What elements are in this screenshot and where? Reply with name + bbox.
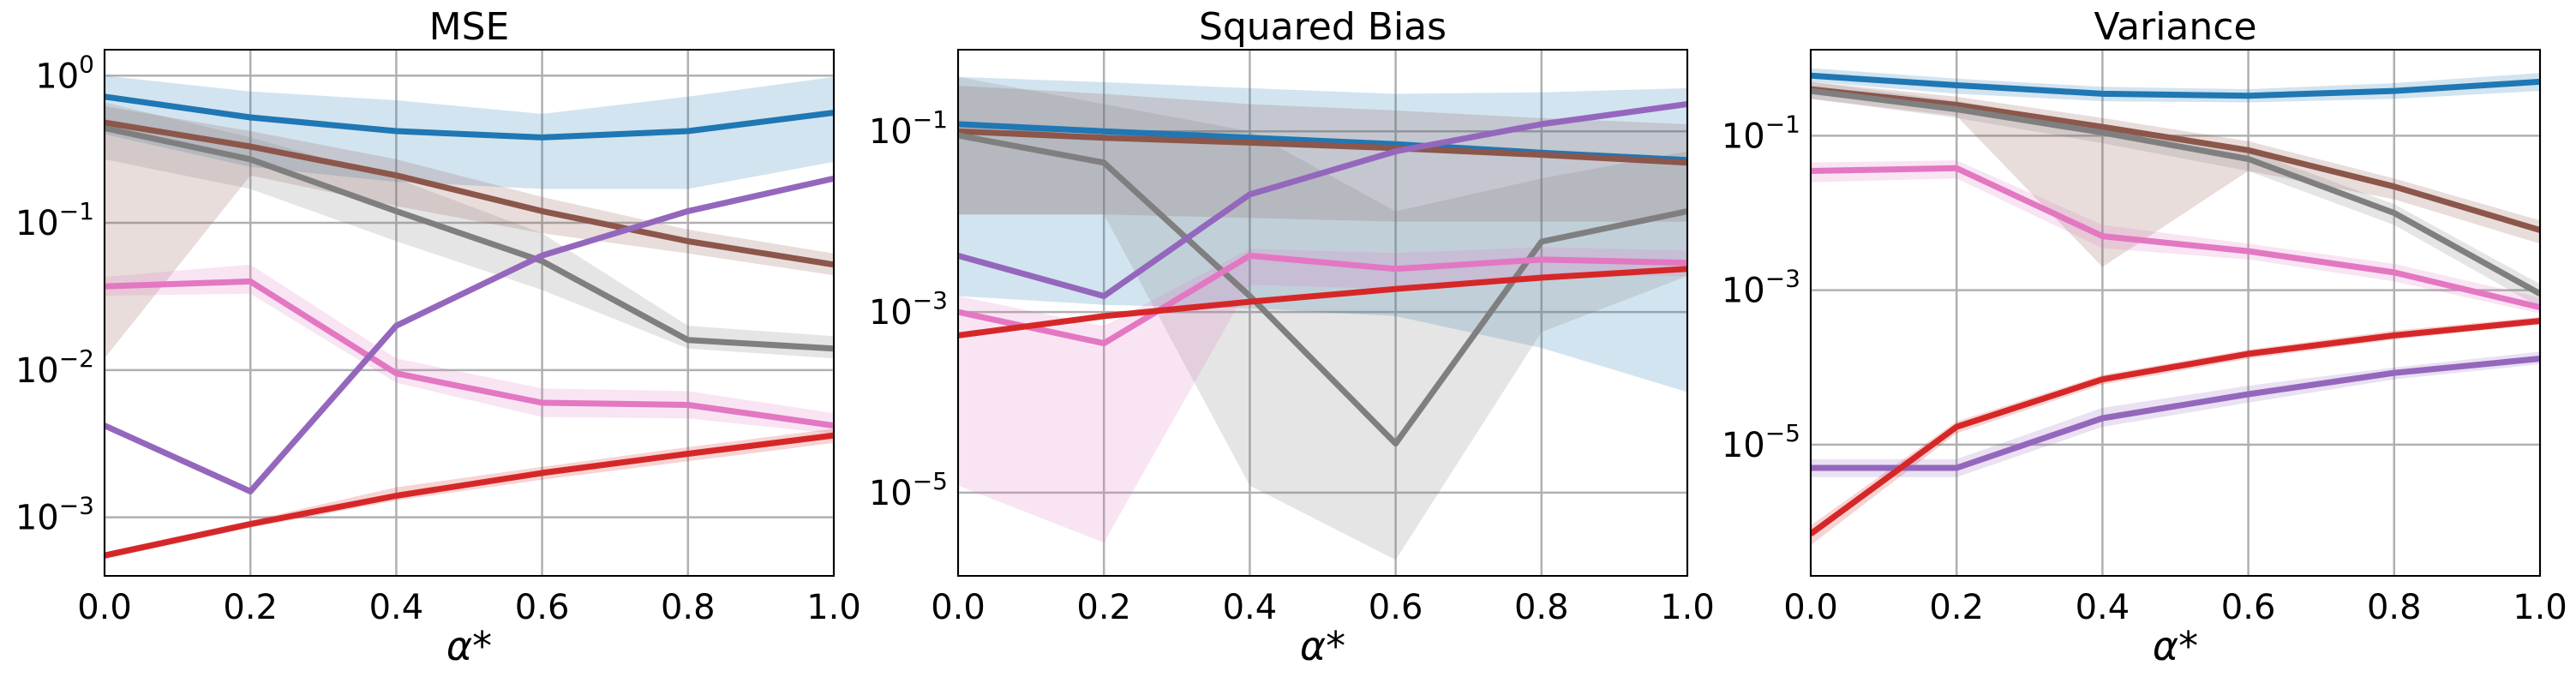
x-tick-label: 0.2 [1929, 588, 1984, 627]
series-line-3 [958, 132, 1687, 447]
axes-frame [957, 49, 1688, 577]
y-tick-label: 10−5 [1722, 419, 1800, 465]
series-line-5 [958, 101, 1687, 299]
x-tick-label: 0.6 [2221, 588, 2276, 627]
series-line-6 [958, 266, 1687, 338]
plot-area [958, 76, 1687, 560]
y-tick-label: 10−3 [869, 286, 948, 333]
x-tick-label: 0.4 [1223, 588, 1278, 627]
x-tick-label: 0.4 [2076, 588, 2130, 627]
x-axis-label: α* [2153, 623, 2198, 669]
panel-title: Squared Bias [1199, 5, 1447, 49]
series-band-6 [1811, 316, 2540, 546]
panel-title: MSE [429, 5, 510, 49]
x-tick-label: 0.2 [223, 588, 278, 627]
series-line-5 [105, 175, 834, 494]
x-tick-label: 0.6 [515, 588, 570, 627]
series-line-4 [958, 252, 1687, 347]
y-tick-label: 10−3 [15, 492, 94, 538]
series-band-2 [958, 86, 1687, 222]
series-band-3 [1811, 81, 2540, 308]
x-tick-label: 0.8 [2367, 588, 2422, 627]
plot-area [1811, 68, 2540, 546]
series-line-1 [1811, 72, 2540, 99]
y-tick-label: 10−3 [1722, 265, 1800, 311]
x-tick-label: 1.0 [2513, 588, 2567, 627]
panel-3: 0.0 0.2 0.4 0.6 0.8 1.0 10−1 10−3 10−5 Variance α* [1722, 5, 2567, 669]
x-tick-label: 1.0 [1660, 588, 1715, 627]
x-axis-label: α* [446, 623, 492, 669]
series-line-3 [105, 125, 834, 352]
series-line-2 [958, 128, 1687, 166]
y-tick-label: 10−2 [15, 344, 94, 391]
axes-frame [1810, 49, 2541, 577]
x-tick-label: 0.8 [661, 588, 716, 627]
panel-title: Variance [2094, 5, 2256, 49]
x-axis-label: α* [1300, 623, 1345, 669]
x-tick-label: 1.0 [806, 588, 861, 627]
x-tick-label: 0.6 [1369, 588, 1423, 627]
x-tick-label: 0.0 [1783, 588, 1838, 627]
series-line-1 [105, 93, 834, 141]
series-line-4 [105, 278, 834, 429]
x-tick-label: 0.0 [931, 588, 985, 627]
series-line-2 [105, 119, 834, 268]
series-line-4 [1811, 165, 2540, 311]
series-line-5 [1811, 356, 2540, 471]
panel-1: 0.0 0.2 0.4 0.6 0.8 1.0 100 10−1 10−2 10−3 MSE α* [15, 5, 861, 669]
y-tick-label: 10−1 [1722, 110, 1800, 156]
y-tick-label: 10−1 [15, 197, 94, 243]
series-band-2 [1811, 81, 2540, 267]
x-tick-label: 0.0 [77, 588, 132, 627]
series-band-4 [1811, 160, 2540, 314]
x-tick-label: 0.4 [369, 588, 424, 627]
x-tick-label: 0.8 [1514, 588, 1569, 627]
y-tick-label: 10−1 [869, 105, 948, 152]
series-line-6 [105, 432, 834, 559]
series-line-2 [1811, 86, 2540, 233]
x-tick-label: 0.2 [1076, 588, 1131, 627]
gridlines [1809, 50, 2542, 576]
y-tick-label: 10−5 [869, 467, 948, 513]
panel-2: 0.0 0.2 0.4 0.6 0.8 1.0 10−1 10−3 10−5 Squared Bi… [869, 5, 1715, 669]
y-tick-label: 100 [35, 50, 94, 96]
series-band-5 [1811, 351, 2540, 477]
series-band-3 [105, 102, 834, 359]
plot-area [105, 75, 834, 560]
axes-frame [104, 49, 835, 577]
series-line-3 [1811, 87, 2540, 297]
series-line-6 [1811, 318, 2540, 536]
